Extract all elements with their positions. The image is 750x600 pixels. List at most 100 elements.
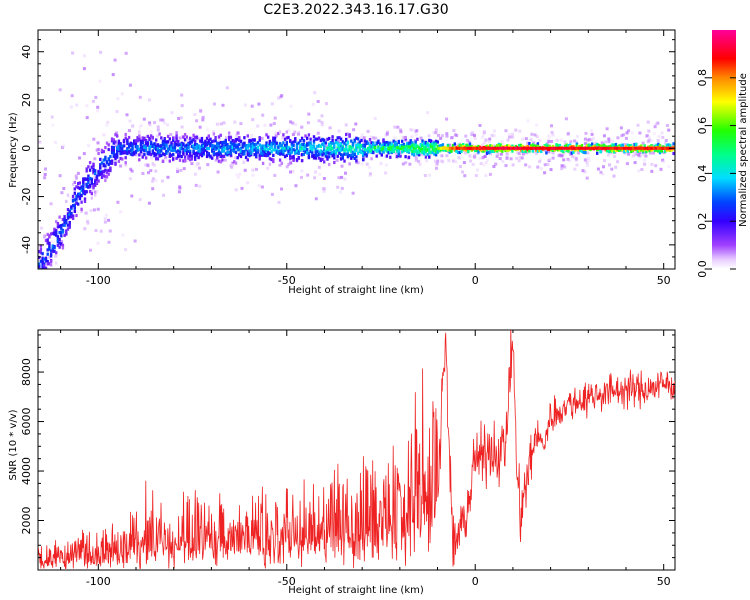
heatmap-cell: [468, 142, 472, 146]
heatmap-cell: [239, 139, 243, 143]
heatmap-cell: [234, 139, 238, 143]
heatmap-cell: [584, 131, 588, 135]
heatmap-cell: [321, 150, 324, 154]
heatmap-cell: [299, 143, 302, 147]
heatmap-cell: [261, 113, 265, 117]
heatmap-cell: [564, 146, 568, 150]
heatmap-cell: [306, 142, 309, 146]
heatmap-cell: [63, 218, 66, 222]
heatmap-cell: [197, 155, 200, 159]
heatmap-cell: [85, 116, 89, 120]
heatmap-cell: [496, 144, 499, 148]
heatmap-cell: [280, 94, 284, 97]
heatmap-cell: [278, 149, 282, 153]
heatmap-cell: [83, 192, 87, 196]
heatmap-cell: [457, 146, 461, 150]
heatmap-cell: [350, 156, 353, 160]
heatmap-cell: [543, 146, 547, 150]
heatmap-cell: [431, 142, 434, 146]
heatmap-cell: [452, 129, 456, 133]
heatmap-cell: [440, 134, 444, 138]
heatmap-cell: [410, 139, 414, 143]
heatmap-cell: [53, 249, 56, 253]
heatmap-cell: [254, 167, 258, 171]
heatmap-cell: [346, 152, 350, 156]
heatmap-cell: [414, 143, 417, 147]
heatmap-cell: [233, 160, 236, 164]
heatmap-cell: [402, 142, 406, 146]
heatmap-cell: [51, 240, 55, 244]
heatmap-cell: [122, 151, 126, 155]
heatmap-cell: [235, 133, 239, 137]
heatmap-cell: [535, 123, 539, 127]
heatmap-cell: [75, 176, 78, 180]
heatmap-cell: [320, 123, 324, 127]
heatmap-cell: [509, 146, 513, 150]
heatmap-cell: [214, 136, 217, 140]
heatmap-cell: [433, 144, 436, 148]
heatmap-cell: [309, 137, 312, 141]
heatmap-cell: [116, 146, 119, 150]
heatmap-cell: [280, 143, 283, 147]
heatmap-cell: [589, 144, 592, 148]
heatmap-cell: [260, 144, 263, 148]
heatmap-cell: [158, 132, 161, 136]
heatmap-cell: [229, 164, 233, 168]
heatmap-cell: [144, 163, 148, 167]
heatmap-cell: [587, 143, 590, 147]
heatmap-cell: [454, 133, 458, 137]
heatmap-cell: [601, 144, 604, 148]
heatmap-cell: [630, 149, 633, 154]
heatmap-cell: [282, 133, 285, 137]
heatmap-cell: [585, 144, 589, 148]
heatmap-cell: [70, 94, 74, 98]
heatmap-cell: [351, 155, 355, 159]
y-tick-label: 20: [20, 93, 33, 107]
heatmap-cell: [638, 146, 642, 150]
heatmap-cell: [39, 226, 43, 230]
heatmap-cell: [214, 147, 217, 151]
heatmap-cell: [134, 153, 138, 157]
heatmap-cell: [156, 157, 160, 161]
heatmap-cell: [375, 138, 379, 142]
heatmap-cell: [125, 113, 129, 117]
heatmap-cell: [434, 128, 438, 132]
heatmap-cell: [427, 134, 431, 138]
heatmap-cell: [38, 140, 42, 144]
heatmap-cell: [99, 50, 103, 54]
heatmap-cell: [107, 218, 111, 222]
heatmap-cell: [433, 147, 436, 151]
heatmap-cell: [454, 160, 458, 164]
heatmap-cell: [287, 128, 291, 132]
heatmap-cell: [129, 152, 132, 156]
heatmap-cell: [482, 146, 486, 150]
heatmap-cell: [55, 229, 58, 233]
heatmap-cell: [194, 133, 198, 137]
heatmap-cell: [341, 156, 344, 160]
heatmap-cell: [546, 144, 550, 148]
y-tick-label: 4000: [20, 457, 33, 485]
heatmap-cell: [146, 164, 150, 168]
heatmap-cell: [228, 138, 231, 142]
heatmap-cell: [256, 149, 260, 153]
heatmap-cell: [192, 149, 195, 153]
heatmap-cell: [350, 147, 353, 151]
heatmap-cell: [165, 143, 168, 147]
heatmap-cell: [494, 148, 497, 152]
heatmap-cell: [189, 154, 192, 158]
heatmap-cell: [273, 148, 277, 152]
heatmap-cell: [563, 151, 567, 154]
heatmap-cell: [392, 139, 395, 143]
heatmap-cell: [177, 149, 180, 153]
heatmap-cell: [53, 227, 56, 231]
heatmap-cell: [41, 256, 44, 260]
heatmap-cell: [590, 132, 594, 136]
heatmap-cell: [497, 144, 501, 148]
heatmap-cell: [551, 133, 555, 137]
heatmap-cell: [90, 178, 93, 182]
heatmap-cell: [489, 148, 492, 152]
heatmap-cell: [395, 142, 399, 146]
heatmap-cell: [462, 145, 465, 149]
heatmap-cell: [90, 192, 93, 196]
heatmap-cell: [57, 276, 60, 279]
